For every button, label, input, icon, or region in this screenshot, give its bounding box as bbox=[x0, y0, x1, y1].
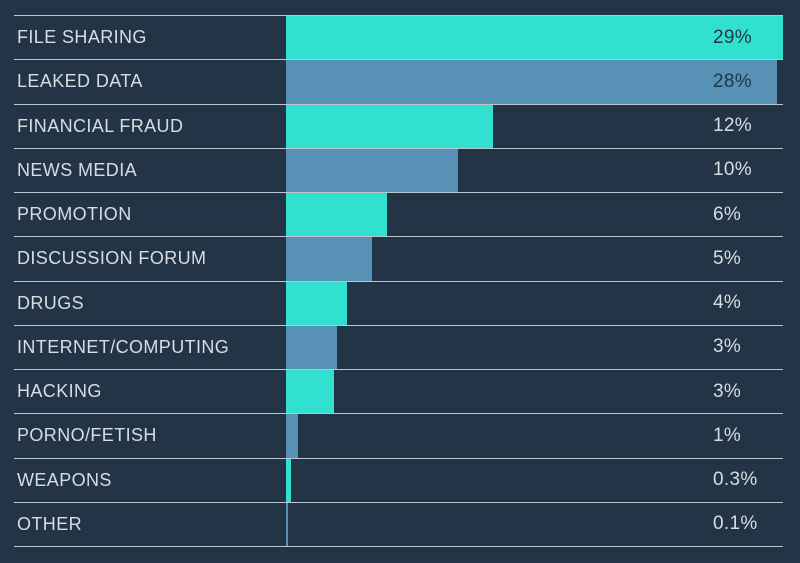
bar-segment bbox=[286, 281, 347, 325]
category-label: FILE SHARING bbox=[17, 27, 147, 48]
category-label: OTHER bbox=[17, 513, 82, 534]
category-label: FINANCIAL FRAUD bbox=[17, 115, 184, 136]
value-label: 4% bbox=[713, 292, 742, 314]
category-label: INTERNET/COMPUTING bbox=[17, 336, 230, 357]
value-label: 29% bbox=[713, 26, 752, 48]
value-label: 6% bbox=[713, 203, 742, 225]
chart-row: DISCUSSION FORUM 5% bbox=[14, 236, 783, 281]
bar-segment bbox=[286, 237, 372, 281]
value-label: 10% bbox=[713, 159, 752, 181]
category-label: PORNO/FETISH bbox=[17, 425, 157, 446]
bar-segment bbox=[286, 60, 777, 104]
chart-row: PORNO/FETISH 1% bbox=[14, 413, 783, 458]
chart-row: OTHER 0.1% bbox=[14, 501, 783, 547]
bar-segment bbox=[286, 370, 334, 414]
bar-segment bbox=[286, 502, 288, 546]
bar-segment bbox=[286, 414, 298, 458]
bar-segment bbox=[286, 193, 387, 237]
category-label: HACKING bbox=[17, 381, 102, 402]
chart-row: FINANCIAL FRAUD 12% bbox=[14, 103, 783, 148]
chart-row: INTERNET/COMPUTING 3% bbox=[14, 324, 783, 369]
bar-segment bbox=[286, 458, 291, 502]
chart-row: LEAKED DATA 28% bbox=[14, 59, 783, 104]
chart-row: PROMOTION 6% bbox=[14, 192, 783, 237]
value-label: 3% bbox=[713, 380, 742, 402]
category-label: NEWS MEDIA bbox=[17, 159, 138, 180]
value-label: 3% bbox=[713, 336, 742, 358]
category-label: DISCUSSION FORUM bbox=[17, 248, 207, 269]
category-label: DRUGS bbox=[17, 292, 85, 313]
category-label: WEAPONS bbox=[17, 469, 112, 490]
chart-row: FILE SHARING 29% bbox=[14, 15, 783, 60]
value-label: 28% bbox=[713, 70, 752, 92]
chart-row: HACKING 3% bbox=[14, 369, 783, 414]
bar-segment bbox=[286, 16, 783, 60]
chart-row: DRUGS 4% bbox=[14, 280, 783, 325]
value-label: 0.3% bbox=[713, 469, 758, 491]
category-label: PROMOTION bbox=[17, 204, 132, 225]
value-label: 1% bbox=[713, 424, 742, 446]
bar-segment bbox=[286, 104, 493, 148]
chart-row: WEAPONS 0.3% bbox=[14, 457, 783, 502]
category-label: LEAKED DATA bbox=[17, 71, 143, 92]
value-label: 0.1% bbox=[713, 513, 758, 535]
bar-chart: FILE SHARING 29% LEAKED DATA 28% FINANCIAL F… bbox=[14, 15, 783, 547]
value-label: 5% bbox=[713, 247, 742, 269]
value-label: 12% bbox=[713, 115, 752, 137]
chart-row: NEWS MEDIA 10% bbox=[14, 147, 783, 192]
bar-segment bbox=[286, 325, 337, 369]
bar-segment bbox=[286, 148, 458, 192]
